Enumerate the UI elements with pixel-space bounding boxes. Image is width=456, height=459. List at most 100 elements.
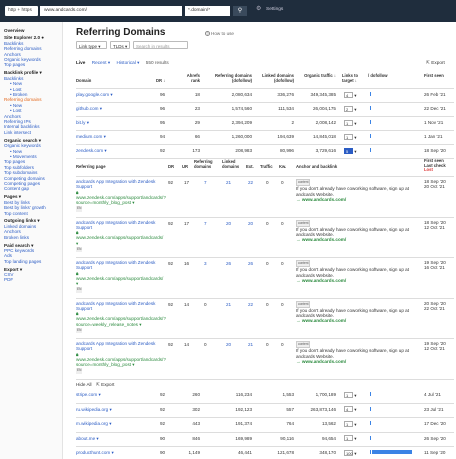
sidebar-item[interactable]: • New bbox=[10, 102, 23, 108]
links-select[interactable]: 2 ▾ bbox=[344, 105, 357, 112]
col-bl-dates[interactable]: First seen Last check Lost bbox=[424, 158, 446, 173]
sidebar-item[interactable]: Internal backlinks bbox=[4, 124, 40, 130]
col-organic-traffic[interactable]: Organic traffic ↓ bbox=[304, 73, 336, 78]
col-domain[interactable]: Domain bbox=[76, 78, 92, 83]
bl-ld-value[interactable]: 21 bbox=[226, 301, 232, 307]
links-count[interactable]: 1 bbox=[344, 435, 353, 441]
col-bl-ur[interactable]: UR bbox=[182, 164, 189, 169]
referring-page-title[interactable]: andcards App Integration with Zendesk Su… bbox=[76, 341, 156, 352]
sidebar-item[interactable]: Best by links' growth bbox=[4, 205, 46, 211]
tab-historical[interactable]: Historical ▾ bbox=[116, 60, 140, 65]
export-small-button[interactable]: ⇱ Export bbox=[96, 382, 115, 387]
links-count[interactable]: 4 bbox=[344, 406, 353, 412]
target-url-text[interactable]: www.andcards.com/ bbox=[301, 277, 347, 283]
sidebar-item[interactable]: Competing domains bbox=[4, 175, 45, 181]
links-select[interactable]: 4 ▾ bbox=[344, 91, 357, 98]
bl-ld-value[interactable]: 20 bbox=[226, 220, 232, 226]
domain-link[interactable]: m.wikipedia.org ▾ bbox=[76, 421, 112, 426]
links-count[interactable]: 1 bbox=[344, 119, 353, 126]
sidebar-item[interactable]: Top content bbox=[4, 210, 28, 216]
links-count[interactable]: 1 bbox=[344, 391, 353, 398]
target-url[interactable]: → www.andcards.com/ bbox=[296, 318, 347, 324]
col-bl-ld[interactable]: Linked domains bbox=[222, 159, 240, 169]
col-bl-ext[interactable]: Ext. bbox=[246, 164, 254, 169]
tab-live[interactable]: Live bbox=[76, 60, 86, 65]
col-bl-dr[interactable]: DR bbox=[168, 164, 175, 169]
sidebar-item[interactable]: Anchors bbox=[4, 113, 21, 119]
sidebar-item[interactable]: CSV bbox=[4, 272, 14, 278]
sidebar-item[interactable]: Referring domains bbox=[4, 97, 42, 103]
col-ref-domains[interactable]: Referring domains (dofollow) bbox=[215, 73, 252, 83]
links-select[interactable]: 100 ▾ bbox=[344, 449, 357, 456]
target-url-text[interactable]: www.andcards.com/ bbox=[301, 318, 347, 324]
sidebar-item[interactable]: • Lost bbox=[10, 86, 22, 92]
bl-ld-value[interactable]: 21 bbox=[226, 180, 232, 185]
links-select[interactable]: 1 ▾ bbox=[344, 133, 357, 140]
referring-page-url-text[interactable]: www.zendesk.com/apps/support/andcards/?s… bbox=[76, 316, 166, 327]
settings-link[interactable]: Settings bbox=[266, 7, 284, 12]
domain-link[interactable]: producthunt.com ▾ bbox=[76, 450, 114, 455]
target-url[interactable]: → www.andcards.com/ bbox=[296, 358, 347, 364]
domain-link[interactable]: bit.ly ▾ bbox=[76, 120, 90, 125]
gear-icon[interactable]: ⚙ bbox=[256, 6, 262, 12]
domain-link[interactable]: zendesk.com ▾ bbox=[76, 148, 107, 153]
bl-ld-value[interactable]: 26 bbox=[226, 261, 232, 266]
col-dofollow[interactable]: / dofollow bbox=[368, 73, 388, 78]
mode-select[interactable]: *.domain/* bbox=[185, 6, 230, 16]
sidebar-item[interactable]: Top subdomains bbox=[4, 170, 38, 176]
sidebar-item[interactable]: • Lost bbox=[10, 108, 22, 114]
col-bl-kw[interactable]: Kw. bbox=[279, 164, 287, 169]
search-results-input[interactable]: Search in results bbox=[133, 41, 188, 49]
sidebar-item[interactable]: Organic keywords bbox=[4, 143, 41, 149]
links-select[interactable]: 1 ▾ bbox=[344, 391, 357, 398]
sidebar-item[interactable]: Anchors bbox=[4, 229, 21, 235]
domain-link[interactable]: medium.com ▾ bbox=[76, 134, 106, 139]
link-type-dropdown[interactable]: Link type ▾ bbox=[76, 41, 107, 49]
sidebar-item[interactable]: Referring IPs bbox=[4, 119, 31, 124]
protocol-select[interactable]: http + https bbox=[5, 6, 38, 16]
col-links[interactable]: Links to target ↓ bbox=[342, 73, 359, 83]
sidebar-item[interactable]: Best by links bbox=[4, 199, 30, 205]
tlds-dropdown[interactable]: TLDs ▾ bbox=[110, 41, 130, 49]
referring-page-title[interactable]: andcards App Integration with Zendesk Su… bbox=[76, 179, 156, 190]
sidebar-item[interactable]: Competing pages bbox=[4, 180, 41, 186]
sidebar-item[interactable]: Content gap bbox=[4, 186, 30, 192]
referring-page-url[interactable]: 🔒︎ www.zendesk.com/apps/support/andcards… bbox=[76, 190, 166, 206]
col-referring-page[interactable]: Referring page bbox=[76, 164, 106, 169]
sidebar-item[interactable]: Top pages bbox=[4, 62, 26, 68]
sidebar-item[interactable]: • Movements bbox=[10, 153, 37, 159]
col-first-seen[interactable]: First seen bbox=[424, 73, 444, 78]
how-to-use-link[interactable]: ? How to use bbox=[205, 31, 234, 36]
col-bl-traffic[interactable]: Traffic bbox=[260, 164, 273, 169]
target-url[interactable]: → www.andcards.com/ bbox=[296, 237, 347, 243]
links-select[interactable]: 1 ▾ bbox=[344, 119, 357, 126]
sidebar-item[interactable]: Anchors bbox=[4, 51, 21, 57]
referring-page-title[interactable]: andcards App Integration with Zendesk Su… bbox=[76, 300, 156, 311]
domain-link[interactable]: stripe.com ▾ bbox=[76, 392, 101, 397]
links-count[interactable]: 1 bbox=[344, 133, 353, 140]
links-select[interactable]: 4 ▾ bbox=[344, 406, 357, 412]
sidebar-item[interactable]: • Broken bbox=[10, 91, 28, 97]
referring-page-url-text[interactable]: www.zendesk.com/apps/support/andcards/ ▾ bbox=[76, 275, 164, 287]
referring-page-url-text[interactable]: www.zendesk.com/apps/support/andcards/?s… bbox=[76, 356, 166, 368]
sidebar-item[interactable]: Linked domains bbox=[4, 223, 37, 229]
sidebar-item[interactable]: Organic keywords bbox=[4, 57, 41, 63]
sidebar-item[interactable]: PDF bbox=[4, 277, 14, 283]
sidebar-item[interactable]: • New bbox=[10, 148, 23, 154]
referring-page-title[interactable]: andcards App Integration with Zendesk Su… bbox=[76, 219, 156, 230]
target-url-text[interactable]: www.andcards.com/ bbox=[301, 358, 347, 364]
domain-link[interactable]: ru.wikipedia.org ▾ bbox=[76, 406, 112, 412]
referring-page-url[interactable]: 🔒︎ www.zendesk.com/apps/support/andcards… bbox=[76, 311, 166, 327]
referring-page-url[interactable]: 🔒︎ www.zendesk.com/apps/support/andcards… bbox=[76, 352, 166, 368]
domain-link[interactable]: github.com ▾ bbox=[76, 106, 103, 111]
target-url-text[interactable]: www.andcards.com/ bbox=[301, 237, 347, 243]
links-count[interactable]: 5 bbox=[344, 147, 353, 154]
links-select[interactable]: 1 ▾ bbox=[344, 420, 357, 427]
col-bl-rd[interactable]: Referring domains bbox=[194, 159, 213, 169]
url-input[interactable]: www.andcards.com/ bbox=[40, 6, 182, 16]
links-count[interactable]: 2 bbox=[344, 105, 353, 112]
target-url[interactable]: → www.andcards.com/ bbox=[296, 196, 347, 202]
sidebar-item[interactable]: PPC keywords bbox=[4, 247, 35, 253]
sidebar-item[interactable]: Broken links bbox=[4, 234, 30, 240]
referring-page-url[interactable]: 🔒︎ www.zendesk.com/apps/support/andcards… bbox=[76, 230, 164, 246]
